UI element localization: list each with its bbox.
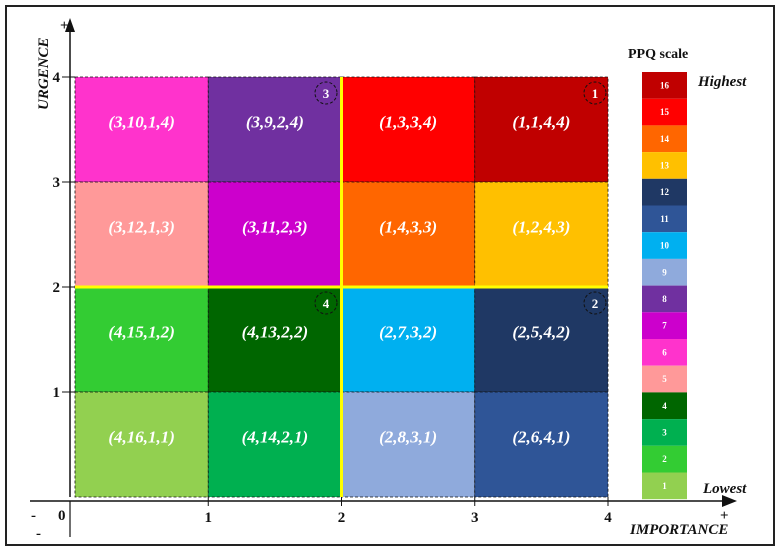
- x-tick-label: 4: [604, 510, 612, 526]
- matrix-cell: [207, 76, 342, 183]
- x-plus: +: [720, 508, 729, 524]
- scale-swatch: [642, 365, 687, 393]
- scale-level-label: 10: [660, 241, 670, 251]
- scale-level-label: 5: [662, 374, 667, 384]
- scale-level-label: 15: [660, 107, 670, 117]
- scale-level-label: 3: [662, 427, 667, 437]
- scale-swatch: [642, 232, 687, 259]
- scale-swatch: [642, 178, 687, 206]
- scale-level-label: 14: [660, 134, 670, 144]
- scale-level-label: 13: [660, 160, 670, 170]
- scale-swatch: [642, 98, 687, 126]
- matrix-cell: [74, 286, 209, 393]
- y-tick-label: 2: [53, 280, 61, 296]
- scale-level-label: 6: [662, 347, 667, 357]
- quadrant-marker-circle: [314, 291, 338, 315]
- matrix-cell: [341, 76, 476, 183]
- matrix-cell: [474, 286, 609, 393]
- y-minus: -: [36, 526, 41, 542]
- cell-label: (4,13,2,2): [242, 323, 309, 342]
- x-minus: -: [31, 508, 36, 524]
- x-axis-arrow-icon: [722, 495, 737, 507]
- scale-swatch: [642, 445, 687, 473]
- cell-label: (2,7,3,2): [379, 323, 437, 342]
- scale-level-label: 12: [660, 187, 670, 197]
- cell-label: (3,12,1,3): [108, 218, 175, 237]
- scale-swatch: [642, 258, 687, 286]
- quadrant-marker-label: 2: [592, 296, 599, 311]
- y-plus: +: [60, 18, 69, 34]
- matrix-cell: [341, 391, 476, 498]
- y-axis-arrow-icon: [65, 18, 75, 32]
- scale-highest-label: Highest: [697, 74, 747, 90]
- y-tick-label: 3: [53, 175, 61, 191]
- scale-level-label: 2: [662, 454, 667, 464]
- y-tick-label: 1: [53, 385, 61, 401]
- matrix-cell: [74, 181, 209, 288]
- scale-swatch: [642, 152, 687, 179]
- diagram-frame: [5, 5, 775, 546]
- scale-title: PPQ scale: [628, 47, 688, 62]
- cell-label: (1,2,4,3): [512, 218, 570, 237]
- x-axis-title: IMPORTANCE: [629, 522, 728, 538]
- cell-label: (1,4,3,3): [379, 218, 437, 237]
- matrix-cell: [341, 181, 476, 288]
- scale-swatch: [642, 72, 687, 99]
- scale-level-label: 9: [662, 267, 667, 277]
- cell-label: (4,15,1,2): [108, 323, 175, 342]
- quadrant-marker-label: 3: [323, 86, 330, 101]
- matrix-cell: [74, 391, 209, 498]
- cell-label: (3,10,1,4): [108, 113, 175, 132]
- x-tick-label: 2: [338, 510, 346, 526]
- quadrant-marker-circle: [583, 291, 607, 315]
- scale-swatch: [642, 419, 687, 446]
- quadrant-marker-label: 4: [323, 296, 330, 311]
- matrix-cell: [474, 181, 609, 288]
- cell-label: (2,6,4,1): [512, 428, 570, 447]
- scale-swatch: [642, 392, 687, 420]
- scale-swatch: [642, 339, 687, 366]
- origin-label: 0: [58, 508, 66, 524]
- cell-label: (2,5,4,2): [512, 323, 570, 342]
- scale-level-label: 16: [660, 80, 670, 90]
- cell-label: (1,3,3,4): [379, 113, 437, 132]
- scale-swatch: [642, 205, 687, 233]
- scale-level-label: 8: [662, 294, 667, 304]
- x-tick-label: 3: [471, 510, 479, 526]
- y-tick-label: 4: [53, 70, 61, 86]
- cell-label: (4,16,1,1): [108, 428, 175, 447]
- scale-level-label: 1: [662, 481, 667, 491]
- cell-label: (3,11,2,3): [242, 218, 308, 237]
- y-axis-title: URGENCE: [36, 37, 52, 110]
- scale-swatch: [642, 472, 687, 500]
- cell-label: (3,9,2,4): [246, 113, 304, 132]
- cell-label: (1,1,4,4): [512, 113, 570, 132]
- scale-swatch: [642, 285, 687, 313]
- quadrant-marker-circle: [314, 81, 338, 105]
- scale-swatch: [642, 312, 687, 339]
- scale-swatch: [642, 125, 687, 153]
- cell-label: (4,14,2,1): [242, 428, 309, 447]
- quadrant-marker-label: 1: [592, 86, 599, 101]
- quadrant-marker-circle: [583, 81, 607, 105]
- matrix-cell: [341, 286, 476, 393]
- matrix-cell: [474, 391, 609, 498]
- scale-level-label: 11: [660, 214, 669, 224]
- scale-level-label: 4: [662, 401, 667, 411]
- matrix-cell: [207, 391, 342, 498]
- matrix-cell: [474, 76, 609, 183]
- x-tick-label: 1: [205, 510, 213, 526]
- cell-label: (2,8,3,1): [379, 428, 437, 447]
- scale-lowest-label: Lowest: [702, 481, 747, 497]
- scale-level-label: 7: [662, 321, 667, 331]
